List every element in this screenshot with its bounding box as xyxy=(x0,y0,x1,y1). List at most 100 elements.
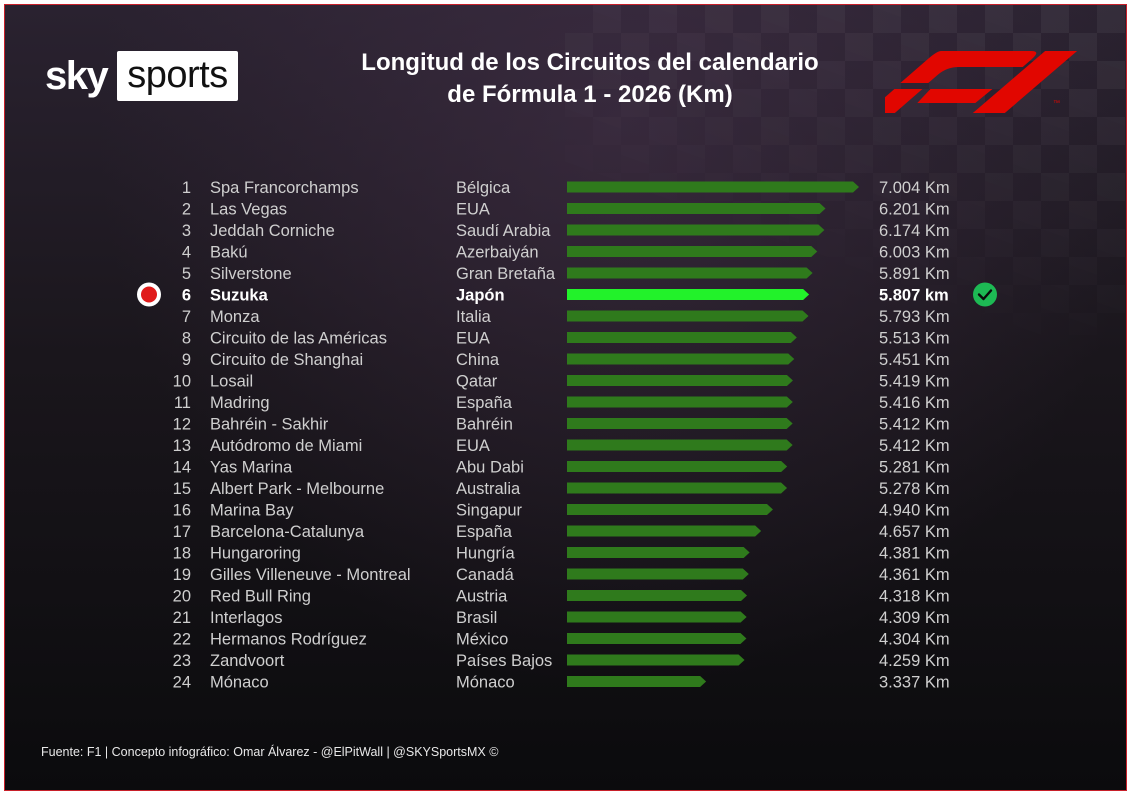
circuit-name: Suzuka xyxy=(210,287,269,305)
bar xyxy=(567,654,745,666)
sky-logo-word: sky xyxy=(45,54,109,98)
circuit-name: Autódromo de Miami xyxy=(210,437,362,455)
circuit-name: Bakú xyxy=(210,244,248,262)
circuit-name: Circuito de Shanghai xyxy=(210,351,363,369)
circuit-name: Losail xyxy=(210,373,253,391)
source-credit: Fuente: F1 | Concepto infográfico: Omar … xyxy=(41,745,499,759)
value-label: 4.309 Km xyxy=(879,609,950,627)
value-label: 4.318 Km xyxy=(879,588,950,606)
rank-label: 13 xyxy=(173,437,191,455)
bar xyxy=(567,461,788,472)
circuit-length-chart: 1 Spa Francorchamps Bélgica 7.004 Km 2 Las Ve… xyxy=(137,179,997,692)
country-name: Bahréin xyxy=(456,416,513,434)
circuit-name: Gilles Villeneuve - Montreal xyxy=(210,566,411,584)
value-label: 4.361 Km xyxy=(879,566,950,584)
bar xyxy=(567,482,788,494)
rank-label: 5 xyxy=(182,265,191,283)
circuit-name: Zandvoort xyxy=(210,652,285,670)
country-name: China xyxy=(456,351,500,369)
value-label: 7.004 Km xyxy=(879,179,950,197)
value-label: 5.278 Km xyxy=(879,480,950,498)
country-name: EUA xyxy=(456,437,490,455)
chart-title-line1: Longitud de los Circuitos del calendario xyxy=(361,49,819,76)
rank-label: 20 xyxy=(173,588,191,606)
bar xyxy=(567,246,818,257)
rank-label: 22 xyxy=(173,631,191,649)
rank-label: 1 xyxy=(182,179,191,197)
country-name: Países Bajos xyxy=(456,652,552,670)
rank-label: 4 xyxy=(182,244,191,262)
value-label: 5.419 Km xyxy=(879,373,950,391)
circuit-name: Hermanos Rodríguez xyxy=(210,631,367,649)
value-label: 5.412 Km xyxy=(879,416,950,434)
value-label: 4.657 Km xyxy=(879,523,950,541)
value-label: 4.940 Km xyxy=(879,502,950,520)
rank-label: 16 xyxy=(173,502,191,520)
rank-label: 14 xyxy=(173,459,191,477)
country-name: Abu Dabi xyxy=(456,459,524,477)
rank-label: 11 xyxy=(174,394,191,412)
rank-label: 3 xyxy=(182,222,191,240)
sky-sports-logo: sky sports xyxy=(45,51,238,101)
country-name: Gran Bretaña xyxy=(456,265,556,283)
country-name: Canadá xyxy=(456,566,515,584)
value-label: 6.174 Km xyxy=(879,222,950,240)
country-name: Hungría xyxy=(456,545,516,563)
country-name: Austria xyxy=(456,588,508,606)
country-name: España xyxy=(456,394,513,412)
country-name: Azerbaiyán xyxy=(456,244,539,262)
rank-label: 7 xyxy=(182,308,191,326)
country-name: EUA xyxy=(456,201,490,219)
infographic-frame: sky sports Longitud de los Circuitos del… xyxy=(4,4,1127,791)
rank-label: 10 xyxy=(173,373,191,391)
bar xyxy=(567,568,749,580)
circuit-name: Monza xyxy=(210,308,260,326)
country-name: México xyxy=(456,631,508,649)
circuit-name: Silverstone xyxy=(210,265,292,283)
country-name: Bélgica xyxy=(456,179,511,197)
bar xyxy=(567,224,825,236)
bar xyxy=(567,504,773,515)
rank-label: 18 xyxy=(173,545,191,563)
value-label: 5.793 Km xyxy=(879,308,950,326)
bar xyxy=(567,375,793,386)
sports-logo-word: sports xyxy=(117,51,238,101)
country-name: Australia xyxy=(456,480,521,498)
country-name: Singapur xyxy=(456,502,523,520)
value-label: 5.451 Km xyxy=(879,351,950,369)
f1-trademark: ™ xyxy=(1053,100,1060,107)
value-label: 6.003 Km xyxy=(879,244,950,262)
bar xyxy=(567,418,793,429)
red-dot-icon xyxy=(141,286,157,303)
country-name: EUA xyxy=(456,330,490,348)
circuit-name: Spa Francorchamps xyxy=(210,179,359,197)
bar xyxy=(567,525,762,537)
rank-label: 21 xyxy=(173,609,191,627)
highlighted-bar xyxy=(567,289,810,300)
circuit-name: Mónaco xyxy=(210,674,269,692)
bar xyxy=(567,439,793,451)
bar xyxy=(567,633,747,644)
value-label: 6.201 Km xyxy=(879,201,950,219)
circuit-name: Albert Park - Melbourne xyxy=(210,480,384,498)
rank-label: 17 xyxy=(173,523,191,541)
country-name: España xyxy=(456,523,513,541)
circuit-name: Jeddah Corniche xyxy=(210,222,335,240)
country-name: Qatar xyxy=(456,373,498,391)
rank-label: 23 xyxy=(173,652,191,670)
chart-title: Longitud de los Circuitos del calendario… xyxy=(325,47,855,111)
value-label: 3.337 Km xyxy=(879,674,950,692)
bar xyxy=(567,611,747,623)
country-name: Italia xyxy=(456,308,492,326)
country-name: Japón xyxy=(456,287,505,305)
rank-label: 15 xyxy=(173,480,191,498)
circuit-name: Red Bull Ring xyxy=(210,588,311,606)
value-label: 4.381 Km xyxy=(879,545,950,563)
circuit-name: Bahréin - Sakhir xyxy=(210,416,329,434)
circuit-name: Las Vegas xyxy=(210,201,287,219)
value-label: 5.513 Km xyxy=(879,330,950,348)
check-mark xyxy=(977,289,993,301)
check-circle-icon xyxy=(973,282,997,307)
value-label: 4.304 Km xyxy=(879,631,950,649)
rank-label: 6 xyxy=(182,287,191,305)
